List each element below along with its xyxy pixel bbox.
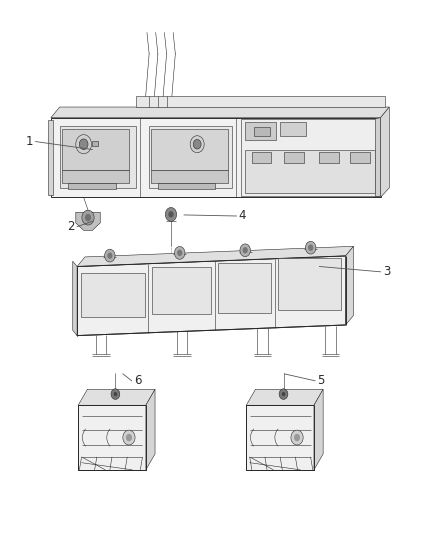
Circle shape [126,434,132,441]
Polygon shape [60,126,136,188]
Polygon shape [279,258,341,310]
Text: 6: 6 [134,374,141,387]
Circle shape [243,247,248,254]
Polygon shape [319,152,339,163]
Polygon shape [51,118,381,197]
Polygon shape [245,150,375,193]
Polygon shape [252,152,272,163]
Polygon shape [78,405,146,470]
Circle shape [308,245,313,251]
Text: 1: 1 [26,135,33,148]
Circle shape [282,392,285,396]
Circle shape [76,135,92,154]
Polygon shape [77,256,346,336]
Polygon shape [245,122,276,140]
Polygon shape [92,141,98,147]
Circle shape [305,241,316,254]
Circle shape [114,392,117,396]
Circle shape [105,249,115,262]
Circle shape [85,214,91,221]
Polygon shape [77,246,353,266]
Circle shape [123,430,135,445]
Polygon shape [136,96,385,107]
Circle shape [193,140,201,149]
Circle shape [79,139,88,150]
Polygon shape [350,152,370,163]
Polygon shape [48,120,53,195]
Polygon shape [381,107,389,197]
Polygon shape [146,389,155,470]
Circle shape [240,244,251,257]
Polygon shape [158,182,215,189]
Circle shape [168,211,173,217]
Polygon shape [81,273,145,317]
Polygon shape [152,266,211,314]
Circle shape [111,389,120,399]
Polygon shape [78,389,155,405]
Polygon shape [314,389,323,470]
Polygon shape [280,122,306,136]
Polygon shape [73,261,77,336]
Polygon shape [76,212,100,230]
Text: 5: 5 [317,374,325,387]
Polygon shape [375,118,381,196]
Polygon shape [285,152,304,163]
Text: 3: 3 [383,265,390,278]
Polygon shape [246,389,323,405]
Circle shape [190,136,204,153]
Polygon shape [149,126,232,188]
Polygon shape [62,169,130,182]
Circle shape [82,210,94,225]
Circle shape [291,430,303,445]
Circle shape [294,434,300,441]
Polygon shape [62,130,130,169]
Circle shape [165,207,177,221]
Polygon shape [151,130,228,169]
Polygon shape [151,169,228,182]
Polygon shape [241,119,380,196]
Polygon shape [68,182,117,189]
Polygon shape [246,405,314,470]
Polygon shape [51,107,389,118]
Circle shape [177,249,182,256]
Polygon shape [254,127,270,136]
Circle shape [279,389,288,399]
Polygon shape [346,246,353,325]
Text: 4: 4 [239,209,246,222]
Circle shape [107,253,113,259]
Polygon shape [218,263,272,313]
Circle shape [174,246,185,259]
Text: 2: 2 [67,220,75,233]
